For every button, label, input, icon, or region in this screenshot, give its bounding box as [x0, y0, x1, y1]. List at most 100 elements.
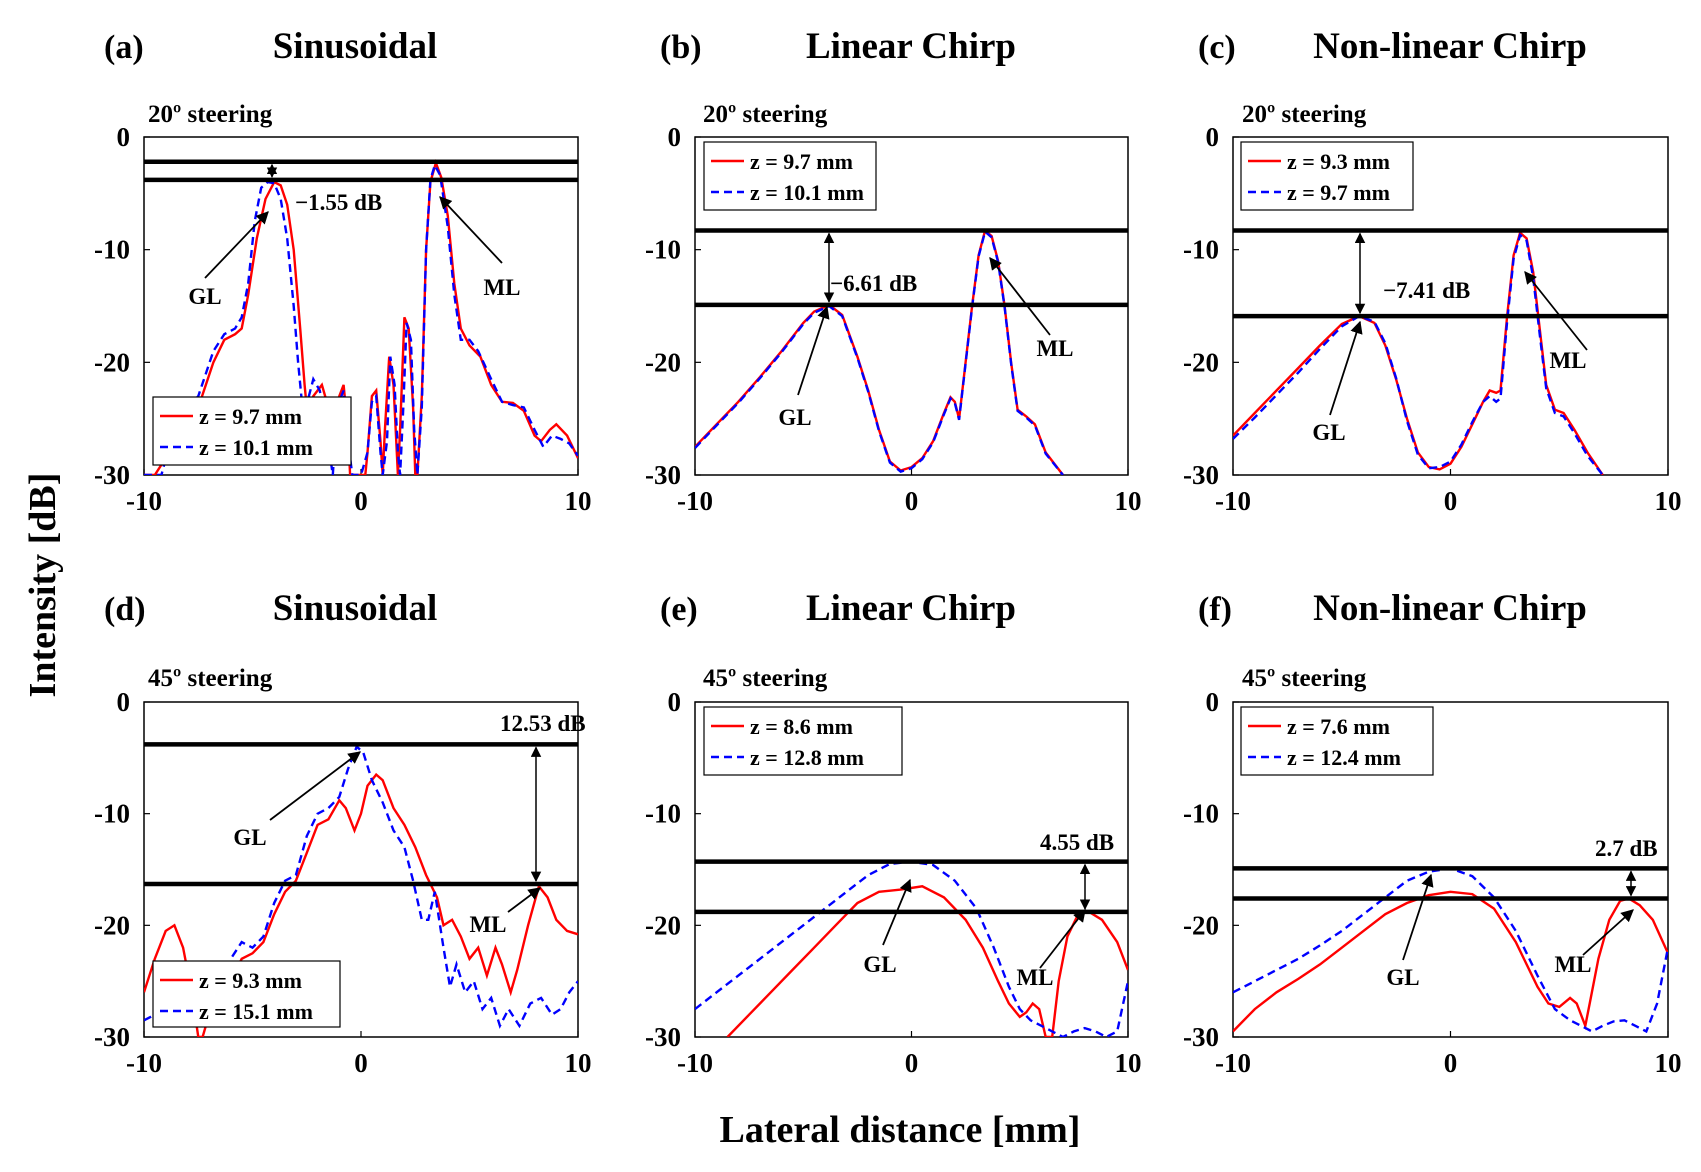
x-tick-label: -10	[1215, 1048, 1251, 1078]
grating-lobe-arrow	[797, 305, 830, 396]
panel-title: Sinusoidal	[273, 26, 438, 67]
grating-lobe-arrow	[269, 751, 362, 821]
x-tick-label: 0	[1444, 1048, 1458, 1078]
y-tick-label: -10	[94, 235, 130, 265]
series-line-2	[144, 744, 578, 1029]
grating-lobe-label: GL	[778, 405, 811, 430]
series-line-1	[1233, 230, 1604, 475]
steering-label: 45º steering	[148, 665, 273, 692]
legend-entry-1: z = 9.3 mm	[1287, 149, 1390, 174]
legend-entry-2: z = 12.4 mm	[1287, 745, 1401, 770]
legend-entry-2: z = 10.1 mm	[199, 435, 313, 460]
panel-label: (d)	[104, 591, 146, 628]
series-line-2	[1233, 232, 1604, 475]
y-tick-label: -20	[645, 910, 681, 940]
plot-area	[695, 228, 1064, 475]
y-tick-label: -30	[645, 460, 681, 490]
y-tick-label: -20	[1183, 910, 1219, 940]
steering-label: 45º steering	[1242, 665, 1367, 692]
plot-area	[1233, 230, 1604, 475]
main-lobe-label: ML	[469, 912, 506, 937]
plot-area	[695, 860, 1128, 1037]
x-tick-label: 10	[565, 486, 592, 516]
panel-label: (f)	[1198, 591, 1232, 628]
panel-a: -10 0 10 0 -10 -20 -30 (a) Sinusoidal 20º steerin…	[94, 26, 592, 516]
x-tick-label: 10	[1115, 1048, 1142, 1078]
x-tick-label: -10	[126, 486, 162, 516]
y-tick-label: -10	[94, 799, 130, 829]
main-lobe-arrow	[439, 196, 503, 264]
x-tick-label: -10	[677, 486, 713, 516]
legend-entry-1: z = 8.6 mm	[750, 714, 853, 739]
grating-lobe-label: GL	[233, 825, 266, 850]
main-lobe-arrow	[989, 257, 1051, 336]
main-lobe-label: ML	[1036, 336, 1073, 361]
y-tick-label: -30	[94, 1022, 130, 1052]
y-tick-label: -10	[645, 799, 681, 829]
y-tick-label: -30	[1183, 1022, 1219, 1052]
plot-area	[1233, 867, 1668, 1034]
main-lobe-label: ML	[483, 275, 520, 300]
y-tick-label: 0	[1206, 687, 1220, 717]
grating-lobe-arrow	[1329, 320, 1363, 416]
legend-box	[1240, 141, 1414, 211]
panel-title: Sinusoidal	[273, 588, 438, 629]
main-lobe-arrow	[1582, 909, 1634, 956]
panel-label: (b)	[660, 29, 702, 66]
y-tick-label: 0	[668, 122, 682, 152]
x-tick-label: 10	[1655, 1048, 1682, 1078]
main-lobe-arrow	[1039, 909, 1086, 969]
series-line-1	[726, 885, 1128, 1037]
series-line-2	[1233, 867, 1668, 1034]
panel-d: -10 0 10 0 -10 -20 -30 (d) Sinusoidal 45º steerin…	[94, 588, 592, 1078]
x-tick-label: -10	[126, 1048, 162, 1078]
series-line-1	[695, 228, 1064, 475]
legend-entry-2: z = 15.1 mm	[199, 999, 313, 1024]
legend-entry-1: z = 7.6 mm	[1287, 714, 1390, 739]
difference-label: −1.55 dB	[295, 190, 382, 215]
legend-entry-2: z = 12.8 mm	[750, 745, 864, 770]
x-tick-label: -10	[677, 1048, 713, 1078]
y-tick-label: 0	[1206, 122, 1220, 152]
panel-title: Non-linear Chirp	[1313, 588, 1587, 629]
legend: z = 8.6 mm z = 12.8 mm	[703, 706, 903, 776]
difference-label: −6.61 dB	[830, 271, 917, 296]
panel-b: -10 0 10 0 -10 -20 -30 (b) Linear Chirp 20º steer…	[645, 26, 1142, 516]
legend-entry-1: z = 9.7 mm	[199, 404, 302, 429]
series-line-1	[144, 159, 578, 475]
y-tick-label: -20	[1183, 347, 1219, 377]
legend: z = 7.6 mm z = 12.4 mm	[1240, 706, 1434, 776]
legend-box	[152, 960, 341, 1028]
steering-label: 20º steering	[703, 101, 828, 128]
main-lobe-label: ML	[1549, 348, 1586, 373]
legend-entry-1: z = 9.3 mm	[199, 968, 302, 993]
panel-title: Linear Chirp	[806, 26, 1016, 67]
x-tick-label: 10	[565, 1048, 592, 1078]
main-lobe-label: ML	[1554, 952, 1591, 977]
grating-lobe-arrow	[1402, 873, 1434, 961]
series-line-2	[695, 229, 1064, 475]
y-tick-label: 0	[668, 687, 682, 717]
legend-box	[703, 141, 877, 211]
grating-lobe-label: GL	[863, 952, 896, 977]
series-line-1	[1233, 890, 1668, 1033]
legend-box	[1240, 706, 1434, 776]
legend: z = 9.7 mm z = 10.1 mm	[152, 396, 352, 466]
x-tick-label: 0	[905, 486, 919, 516]
main-lobe-label: ML	[1016, 965, 1053, 990]
grating-lobe-label: GL	[1312, 420, 1345, 445]
x-tick-label: 0	[1444, 486, 1458, 516]
y-tick-label: 0	[117, 687, 131, 717]
y-tick-label: -10	[1183, 799, 1219, 829]
plot-area	[144, 159, 578, 475]
steering-label: 20º steering	[1242, 101, 1367, 128]
y-tick-label: 0	[117, 122, 131, 152]
y-tick-label: -20	[94, 910, 130, 940]
series-line-2	[144, 162, 578, 475]
steering-label: 20º steering	[148, 101, 273, 128]
y-tick-label: -10	[645, 235, 681, 265]
legend-box	[703, 706, 903, 776]
steering-label: 45º steering	[703, 665, 828, 692]
panel-title: Linear Chirp	[806, 588, 1016, 629]
